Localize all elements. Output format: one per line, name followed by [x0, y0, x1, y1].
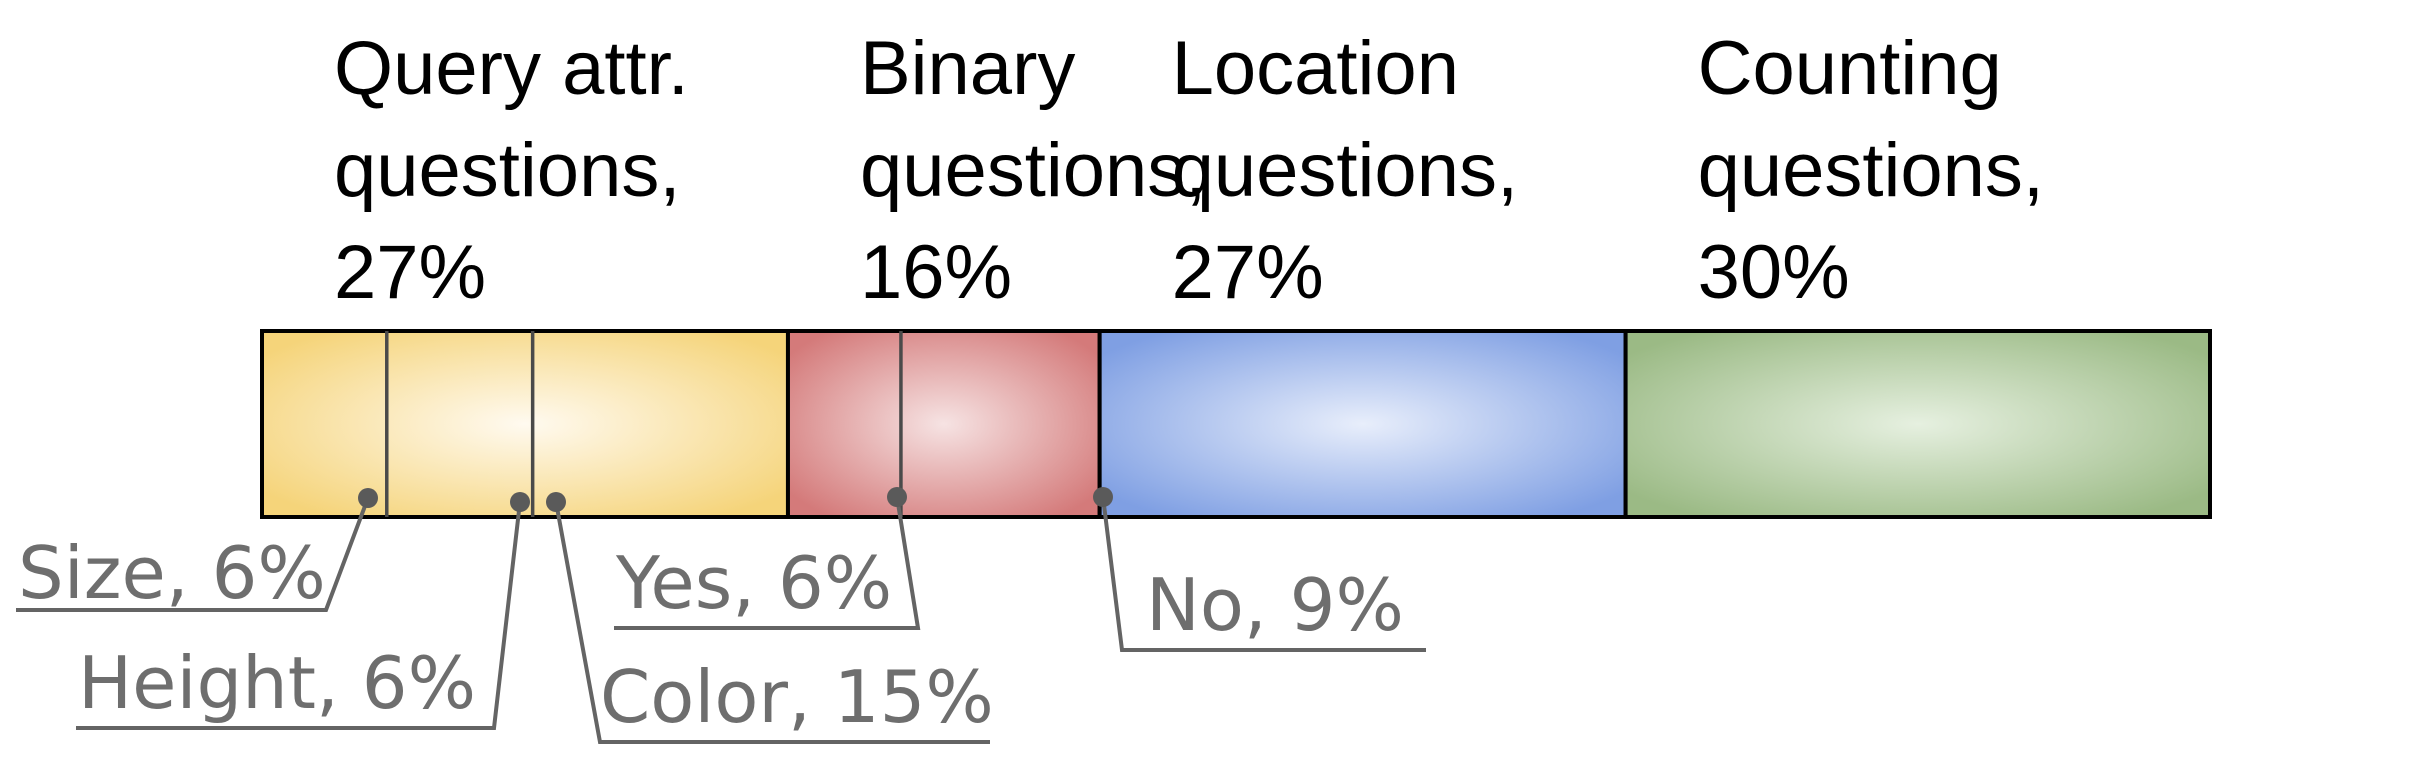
- leader-line-no: [1101, 496, 1426, 652]
- leader-line-height: [76, 501, 522, 730]
- subcategory-label-size: Size, 6%: [18, 531, 326, 615]
- leader-dot-height: [510, 492, 530, 512]
- category-label-counting: Counting questions, 30%: [1698, 26, 2044, 315]
- leader-dot-yes: [887, 487, 907, 507]
- bar-segment-counting: [1625, 331, 2210, 517]
- bar-segment-binary: [787, 331, 1100, 517]
- subcategory-label-no: No, 9%: [1146, 563, 1404, 647]
- category-label-query-attr: Query attr. questions, 27%: [334, 26, 689, 315]
- leader-line-color: [554, 501, 990, 744]
- category-label-binary: Binary questions, 16%: [860, 26, 1206, 315]
- subcategory-label-height: Height, 6%: [78, 641, 476, 725]
- leader-dot-color: [546, 492, 566, 512]
- category-label-location: Location questions, 27%: [1172, 26, 1518, 315]
- bar-segment-query-attr: [262, 331, 788, 517]
- leader-line-size: [16, 497, 370, 612]
- subcategory-label-color: Color, 15%: [600, 655, 994, 739]
- subcategory-label-yes: Yes, 6%: [615, 541, 892, 625]
- leader-dot-size: [358, 488, 378, 508]
- leader-dot-no: [1093, 487, 1113, 507]
- leader-line-yes: [614, 496, 921, 630]
- bar-segment-border-counting: [1623, 329, 2212, 519]
- bar-segment-location: [1099, 331, 1626, 517]
